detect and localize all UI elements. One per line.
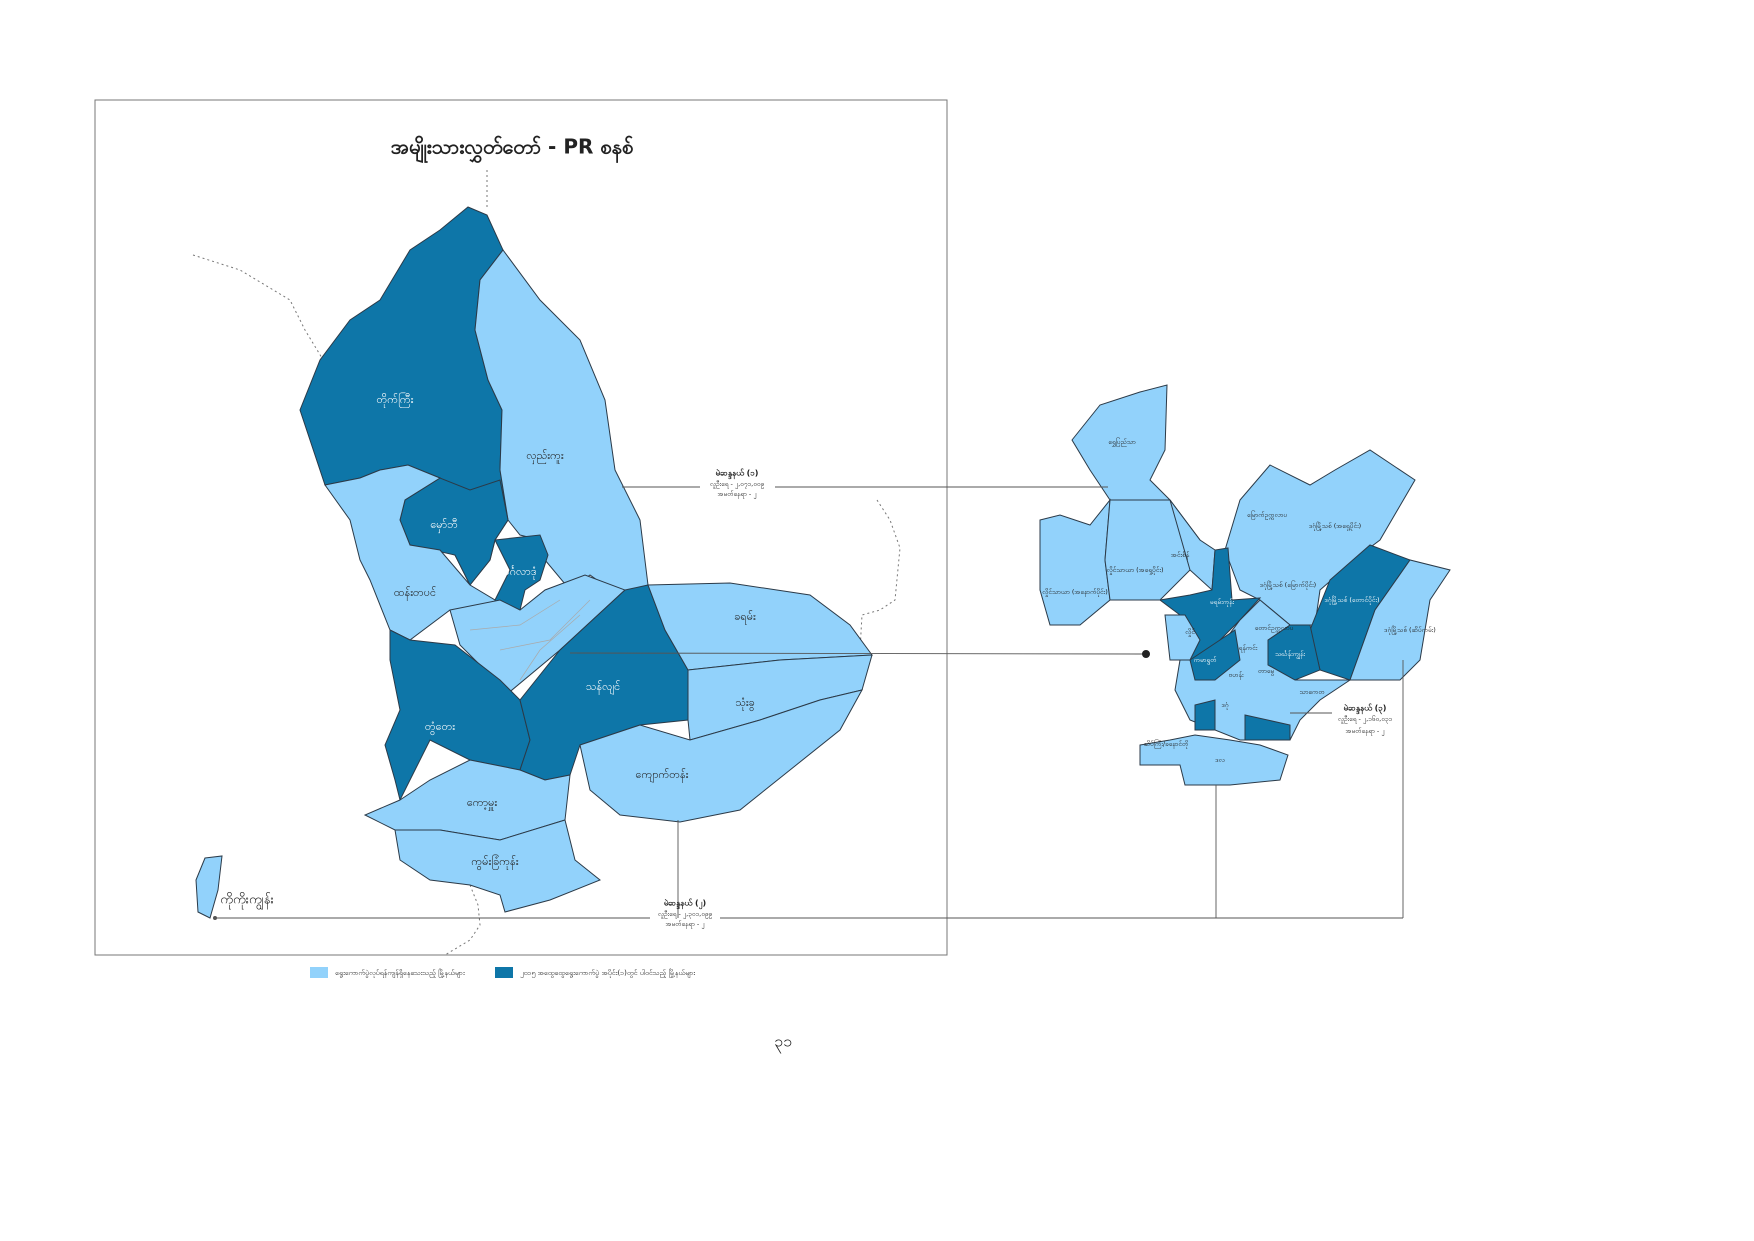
township-label: ဆိပ်ကြီး/ခနောင်တို <box>1144 739 1189 749</box>
township-label: လှိုင်သာယာ (အနောက်ပိုင်း) <box>1042 588 1108 597</box>
map-title: အမျိုးသားလွှတ်တော် - PR စနစ် <box>391 135 633 164</box>
township-label: ဒဂုံ <box>1221 701 1228 710</box>
constituency-name: မဲဆန္ဒနယ် (၁) <box>716 468 759 481</box>
left-labels: တိုက်ကြီး လှည်းကူး မှော်ဘီ မင်္ဂလာဒုံ ထန… <box>220 392 756 911</box>
township-label: လှိုင် <box>1185 628 1195 637</box>
township-label: ဒဂုံမြို့သစ် (တောင်ပိုင်း) <box>1324 595 1379 605</box>
township-label: ထန်းတပင် <box>394 586 436 601</box>
map-frame <box>94 99 948 956</box>
township-label: တောင်ဥက္ကလာပ <box>1255 624 1294 633</box>
township-label: ရန်ကင်း <box>1239 644 1258 653</box>
legend-label: ၂၀၁၅ အထွေထွေရွေးကောက်ပွဲ အပိုင်း(၁)တွင် … <box>519 968 695 978</box>
township-label: ရွှေပြည်သာ <box>1108 437 1136 447</box>
township-label: ကွမ်းခြံကုန်း <box>471 854 518 870</box>
township-label: တာမွေ <box>1258 667 1275 676</box>
township-label: ဒဂုံမြို့သစ် (အရှေ့ပိုင်း) <box>1309 521 1361 531</box>
township-label: ဒလ <box>1215 756 1224 764</box>
township-label: လှိုင်သာယာ (အရှေ့ပိုင်း) <box>1106 566 1163 575</box>
township-label: ဒဂုံမြို့သစ် (မြောက်ပိုင်း) <box>1260 580 1316 590</box>
boundaries <box>192 170 901 956</box>
constituency-population: လူဦးရေ - ၂,၀၇၁,၀၀၉ <box>710 480 765 489</box>
township-label: သုံးခွ <box>735 696 755 711</box>
township-label: မှော်ဘီ <box>430 518 458 533</box>
township-label: သင်္ဃန်းကျွန်း <box>1275 650 1305 660</box>
right-map <box>1039 384 1451 786</box>
township-label: ကမာရွတ် <box>1194 656 1217 665</box>
township-label: တွံတေး <box>425 720 455 735</box>
legend: ရွေးကောက်ပွဲလုပ်ရန်ကျန်ရှိနေသေးသည့် မြို… <box>310 967 695 978</box>
township-label: သာကေတ <box>1299 688 1325 696</box>
township-label: လှည်းကူး <box>526 449 564 464</box>
page-number: ၃၁ <box>774 1032 792 1054</box>
township-label: တိုက်ကြီး <box>377 392 414 408</box>
constituency-name: မဲဆန္ဒနယ် (၃) <box>1344 703 1387 716</box>
township-label: ခရမ်း <box>734 610 756 625</box>
legend-label: ရွေးကောက်ပွဲလုပ်ရန်ကျန်ရှိနေသေးသည့် မြို… <box>335 968 465 978</box>
township-label: အင်းစိန် <box>1171 551 1190 560</box>
constituency-name: မဲဆန္ဒနယ် (၂) <box>664 898 706 911</box>
township-label: ကိုကိုးကျွန်း <box>220 892 274 911</box>
township-label: မြောက်ဥက္ကလာပ <box>1247 510 1287 520</box>
township-label: မရမ်းကုန်း <box>1210 598 1235 607</box>
leader-lines <box>213 486 1404 920</box>
township-label: ကျောက်တန်း <box>636 768 689 783</box>
township-label: မင်္ဂလာဒုံ <box>503 565 536 580</box>
constituency-seats: အမတ်နေရာ - ၂ <box>718 490 757 499</box>
township-label: ကော့မှူး <box>467 796 498 811</box>
legend-swatch <box>310 967 328 978</box>
right-labels: ရွှေပြည်သာ လှိုင်သာယာ (အနောက်ပိုင်း) လှိ… <box>1042 437 1436 764</box>
constituency-population: လူဦးရေ - ၂,၁၆၀,၀၃၁ <box>1338 715 1393 724</box>
left-map <box>195 206 873 919</box>
constituency-population: လူဦးရေ - ၂,၃၀၁,၀၉၉ <box>658 910 713 919</box>
constituency-labels: မဲဆန္ဒနယ် (၁) လူဦးရေ - ၂,၀၇၁,၀၀၉ အမတ်နေရ… <box>658 468 1393 930</box>
township-label: ဗဟန်း <box>1228 671 1243 680</box>
township-label: သန်လျင် <box>586 680 620 695</box>
constituency-seats: အမတ်နေရာ - ၂ <box>666 920 705 929</box>
township-label: ဒဂုံမြို့သစ် (ဆိပ်ကမ်း) <box>1384 625 1436 635</box>
constituency-seats: အမတ်နေရာ - ၂ <box>1346 727 1385 736</box>
legend-swatch <box>495 967 513 978</box>
